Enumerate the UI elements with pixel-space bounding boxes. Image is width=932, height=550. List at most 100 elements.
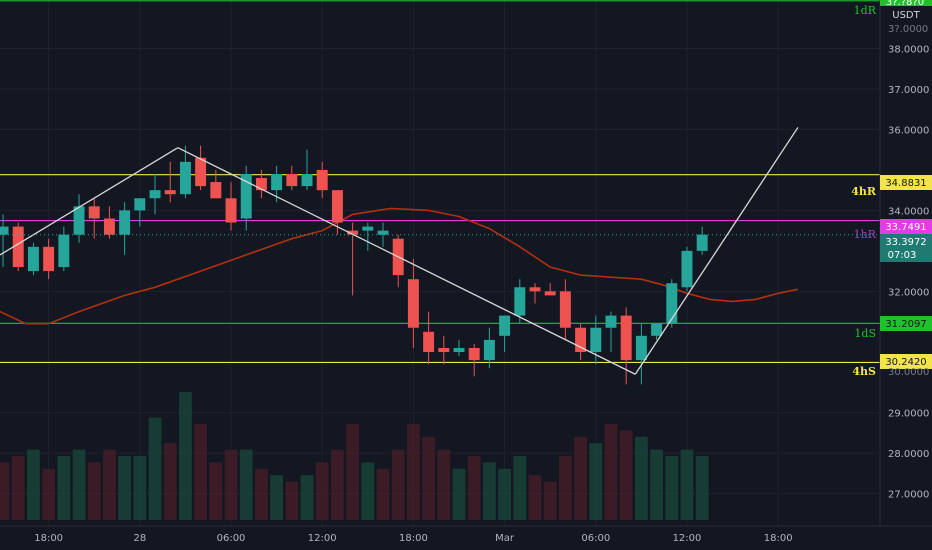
volume-bar <box>422 436 435 520</box>
candle-body <box>43 246 55 272</box>
volume-bar <box>574 436 587 520</box>
volume-bar <box>163 443 177 520</box>
candle-up <box>377 222 389 247</box>
candle-body <box>696 234 708 251</box>
volume-bar <box>0 462 10 520</box>
fourh-s-price-label: 30.2420 <box>885 357 926 368</box>
quote-currency-label: USDT <box>892 10 920 21</box>
candle-body <box>590 327 602 353</box>
candle-up <box>605 311 617 353</box>
candle-body <box>149 190 161 199</box>
candle-up <box>149 173 161 215</box>
volume-bar <box>42 468 56 520</box>
fourh-s-price-badge <box>880 354 932 369</box>
price-tick-label: 27.0000 <box>888 490 929 501</box>
candle-body <box>179 161 191 195</box>
trend-line <box>634 127 799 375</box>
candle-up <box>179 145 191 199</box>
candle-up <box>301 149 313 191</box>
volume-bar <box>361 462 375 520</box>
time-axis[interactable]: 18:00 28 06:00 12:00 18:00 Mar 06:00 12:00 18:00 <box>0 525 932 550</box>
trend-lines[interactable] <box>0 127 799 375</box>
time-axis-background <box>0 526 932 550</box>
level-label-1hr: 1hR <box>854 228 877 241</box>
candle-body <box>195 157 207 187</box>
price-axis[interactable]: 38.0000 37.0000 36.0000 34.0000 32.0000 29.00… <box>879 0 932 526</box>
price-tick-label: 29.0000 <box>888 409 929 420</box>
candle-body <box>620 315 632 361</box>
volume-bar <box>57 456 71 520</box>
candle-body <box>331 190 343 223</box>
candle-down <box>225 182 237 231</box>
candle-body <box>605 315 617 328</box>
candle-up <box>514 279 526 324</box>
candle-body <box>88 206 100 219</box>
candle-body <box>347 230 359 235</box>
volume-bar <box>680 449 694 520</box>
candle-body <box>575 327 587 353</box>
candle-body <box>119 210 131 235</box>
clipped-top-tick-label: 3?.0000 <box>888 24 928 35</box>
time-tick-labels: 18:00 28 06:00 12:00 18:00 Mar 06:00 12:00 18:00 <box>34 533 792 544</box>
volume-bar <box>11 456 25 520</box>
price-tick-label: 38.0000 <box>888 45 929 56</box>
candle-body <box>377 230 389 235</box>
candle-up <box>0 214 9 268</box>
candle-body <box>681 250 693 288</box>
clipped-bottom-tick-label: 30.0000 <box>888 367 929 378</box>
candle-body <box>483 339 495 361</box>
candle-up <box>27 242 39 276</box>
price-tick-label: 28.0000 <box>888 449 929 460</box>
level-label-4hs: 4hS <box>852 365 876 378</box>
current-price-badge <box>880 234 932 262</box>
candle-down <box>438 335 450 365</box>
price-axis-background <box>880 0 932 526</box>
candle-body <box>134 198 146 211</box>
level-label-4hr: 4hR <box>851 185 877 198</box>
volume-bar <box>619 430 633 520</box>
volume-bar <box>346 424 359 520</box>
candle-body <box>225 198 237 223</box>
trend-line <box>0 147 179 256</box>
candle-up <box>240 165 252 231</box>
volume-bar <box>589 443 603 520</box>
oneh-r-price-badge <box>880 219 932 234</box>
time-tick-label: 06:00 <box>581 533 610 544</box>
candle-down <box>210 169 222 199</box>
candle-body <box>529 287 541 292</box>
candle-body <box>635 335 647 361</box>
volume-bar <box>255 468 268 520</box>
candle-up <box>590 315 602 365</box>
volume-bar <box>513 456 527 520</box>
time-tick-label: 12:00 <box>308 533 337 544</box>
level-name-labels: 1dR 4hR 1hR 1dS 4hS <box>851 4 877 378</box>
volume-bar <box>27 449 40 520</box>
candle-down <box>255 169 267 199</box>
candle-up <box>134 198 146 227</box>
candle-down <box>529 283 541 304</box>
volume-bar <box>483 462 496 520</box>
volume-bar <box>604 424 618 520</box>
volume-bar <box>148 417 162 520</box>
candle-down <box>468 343 480 377</box>
candle-body <box>651 323 663 336</box>
candle-body <box>286 173 298 187</box>
volume-bar <box>437 449 451 520</box>
volume-bar <box>72 449 86 520</box>
oneday-s-price-badge <box>880 316 932 331</box>
candle-countdown-label: 07:03 <box>888 250 917 261</box>
candle-body <box>362 226 374 231</box>
top-level-price-label: 3?.?8?0 <box>886 0 924 8</box>
trend-line <box>177 147 636 375</box>
moving-average-line <box>0 207 799 325</box>
candle-up <box>651 323 663 340</box>
candle-down <box>423 311 435 365</box>
candle-up <box>635 323 647 385</box>
candle-body <box>407 279 419 328</box>
volume-bar <box>407 424 420 520</box>
volume-bar <box>467 456 481 520</box>
volume-bar <box>650 449 663 520</box>
candle-up <box>483 327 495 369</box>
volume-bar <box>87 462 101 520</box>
